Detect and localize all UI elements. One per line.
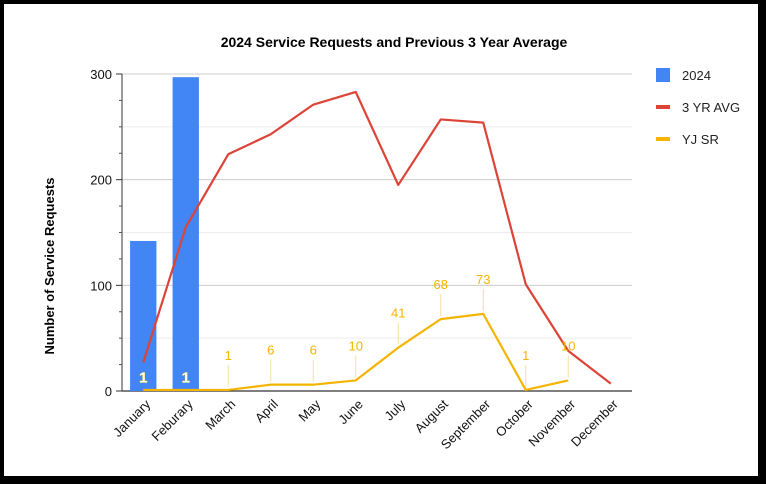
bar-data-label: 1	[182, 370, 190, 387]
chart-title: 2024 Service Requests and Previous 3 Yea…	[221, 34, 568, 50]
x-tick-label: June	[335, 397, 366, 428]
line-yj-sr	[143, 312, 569, 392]
y-tick-label: 300	[90, 67, 112, 82]
bar-2024-January	[130, 240, 157, 391]
bar-2024-Feburary	[172, 77, 199, 392]
x-tick-label: April	[252, 396, 281, 425]
x-tick-label: May	[295, 396, 323, 424]
y-axis-label: Number of Service Requests	[42, 177, 57, 354]
legend-label: 3 YR AVG	[682, 100, 740, 115]
legend-swatch-bar	[656, 68, 670, 82]
legend-swatch-line	[656, 137, 670, 141]
y-axis-ticks: 0 100 200 300	[90, 67, 122, 399]
line-data-label: 73	[476, 272, 490, 287]
legend-swatch-line	[656, 105, 670, 109]
line-data-label: 68	[434, 277, 448, 292]
data-labels: 1 1 1 6 6 10 41 68 73 1 10	[139, 272, 575, 387]
bar-data-label: 1	[139, 370, 147, 387]
chart-svg: 2024 Service Requests and Previous 3 Yea…	[42, 34, 740, 452]
x-tick-label: July	[381, 396, 408, 423]
chart-frame: 2024 Service Requests and Previous 3 Yea…	[4, 4, 758, 476]
x-tick-label: Feburary	[148, 396, 196, 444]
line-data-label: 10	[349, 338, 363, 353]
y-tick-label: 0	[105, 384, 112, 399]
line-data-label: 6	[267, 343, 274, 358]
y-tick-label: 200	[90, 173, 112, 188]
line-data-label: 41	[391, 306, 405, 321]
line-data-label: 10	[561, 338, 575, 353]
legend: 2024 3 YR AVG YJ SR	[656, 68, 740, 147]
gridlines	[121, 73, 632, 392]
legend-label: YJ SR	[682, 132, 719, 147]
line-data-label: 1	[522, 348, 529, 363]
y-tick-label: 100	[90, 278, 112, 293]
x-tick-label: August	[412, 396, 451, 435]
line-series	[142, 90, 612, 392]
legend-label: 2024	[682, 68, 711, 83]
x-tick-label: March	[202, 397, 238, 433]
x-tick-label: December	[568, 396, 621, 449]
bar-series	[130, 77, 199, 392]
line-data-label: 6	[310, 343, 317, 358]
line-data-label: 1	[225, 348, 232, 363]
line-3-yr-avg	[142, 90, 612, 385]
